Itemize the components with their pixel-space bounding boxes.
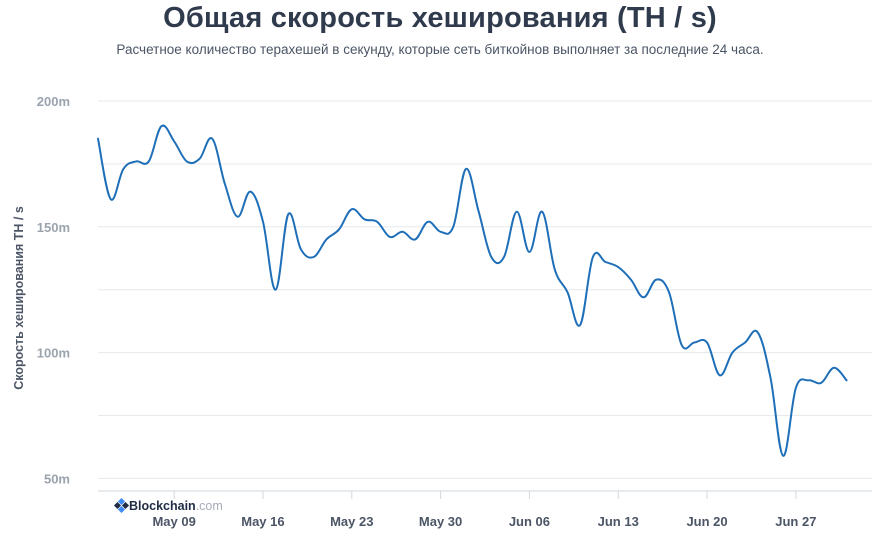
series-line <box>97 124 848 457</box>
x-tick-label: Jun 20 <box>686 514 727 529</box>
x-tick-label: Jun 06 <box>509 514 550 529</box>
blockchain-watermark: Blockchain.com <box>113 497 223 514</box>
blockchain-logo-icon <box>113 497 130 514</box>
x-tick-label: May 09 <box>152 514 195 529</box>
svg-text:Blockchain.com: Blockchain.com <box>129 499 223 513</box>
x-tick-label: May 30 <box>419 514 462 529</box>
watermark-brand: Blockchain <box>129 499 196 513</box>
y-tick-label: 100m <box>37 346 70 361</box>
x-axis-ticks: May 09 May 16 May 23 May 30 Jun 06 Jun 13 Jun … <box>152 491 816 529</box>
y-axis-ticks: 200m 150m 100m 50m <box>37 94 70 486</box>
x-tick-label: Jun 13 <box>598 514 639 529</box>
watermark-domain: .com <box>196 499 223 513</box>
grid-lines <box>98 100 872 492</box>
x-tick-label: May 23 <box>330 514 373 529</box>
chart-title: Общая скорость хеширования (TH / s) <box>163 2 717 34</box>
x-tick-label: May 16 <box>241 514 284 529</box>
y-tick-label: 50m <box>44 471 70 486</box>
chart-subtitle: Расчетное количество терахешей в секунду… <box>116 42 764 57</box>
y-tick-label: 200m <box>37 94 70 109</box>
y-tick-label: 150m <box>37 220 70 235</box>
x-tick-label: Jun 27 <box>775 514 816 529</box>
